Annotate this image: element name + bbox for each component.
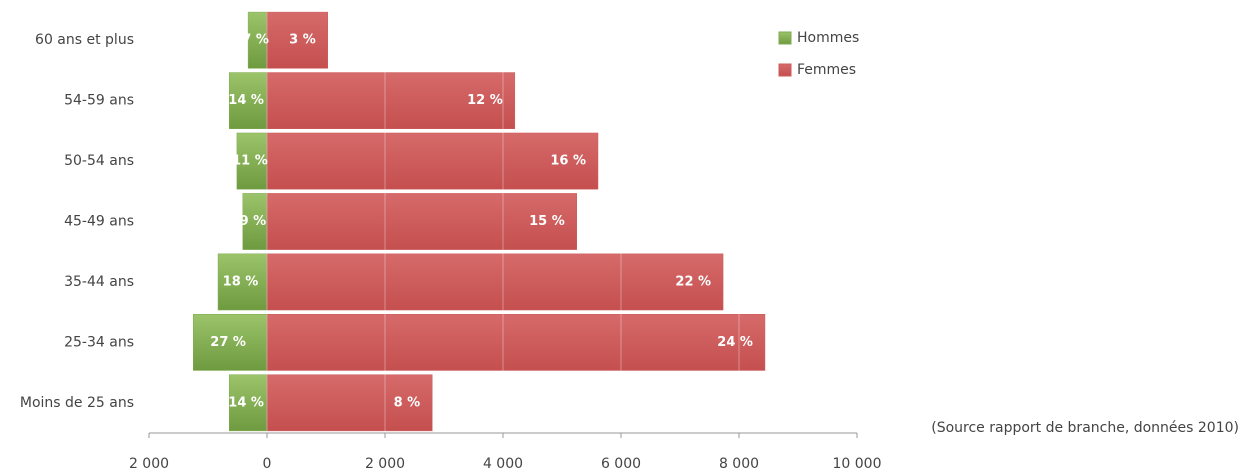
bar — [266, 11, 329, 69]
data-label: 12 % — [467, 93, 503, 108]
data-label: 8 % — [394, 395, 421, 410]
legend-swatch — [778, 31, 792, 45]
y-tick-label: 50-54 ans — [64, 153, 134, 169]
source-note: (Source rapport de branche, données 2010… — [931, 420, 1239, 436]
data-label: 22 % — [675, 274, 711, 289]
data-label: 3 % — [289, 33, 316, 48]
legend-label: Hommes — [797, 30, 859, 46]
data-label: 18 % — [223, 274, 259, 289]
bar — [266, 72, 516, 129]
bar — [228, 72, 268, 129]
data-label: 16 % — [550, 154, 586, 169]
data-label: 14 % — [228, 395, 264, 410]
x-tick-label: 10 000 — [833, 456, 882, 472]
x-tick-label: 8 000 — [719, 456, 759, 472]
y-tick-label: 25-34 ans — [64, 334, 134, 350]
x-tick-label: 2 000 — [365, 456, 405, 472]
y-tick-label: 60 ans et plus — [35, 32, 134, 48]
bar — [228, 374, 268, 432]
bar — [217, 253, 268, 311]
data-label: 11 % — [232, 154, 268, 169]
x-tick-label: 6 000 — [601, 456, 641, 472]
data-label: 7 % — [242, 33, 269, 48]
bar — [266, 253, 724, 311]
y-tick-label: Moins de 25 ans — [20, 395, 134, 411]
y-tick-label: 54-59 ans — [64, 93, 134, 109]
x-tick-label: 2 000 — [129, 456, 169, 472]
data-label: 27 % — [210, 335, 246, 350]
bar — [193, 314, 268, 371]
legend-swatch — [778, 63, 792, 77]
bar — [266, 193, 577, 250]
data-label: 9 % — [240, 214, 267, 229]
data-label: 15 % — [529, 214, 565, 229]
data-label: 14 % — [228, 93, 264, 108]
y-tick-label: 35-44 ans — [64, 274, 134, 290]
bar — [266, 132, 599, 190]
bar — [242, 193, 268, 250]
data-label: 24 % — [717, 335, 753, 350]
x-tick-label: 4 000 — [483, 456, 523, 472]
bar — [266, 314, 766, 371]
x-tick-label: 0 — [263, 456, 272, 472]
bar — [236, 132, 268, 190]
legend-label: Femmes — [797, 62, 856, 78]
bar — [266, 374, 433, 432]
y-tick-label: 45-49 ans — [64, 214, 134, 230]
